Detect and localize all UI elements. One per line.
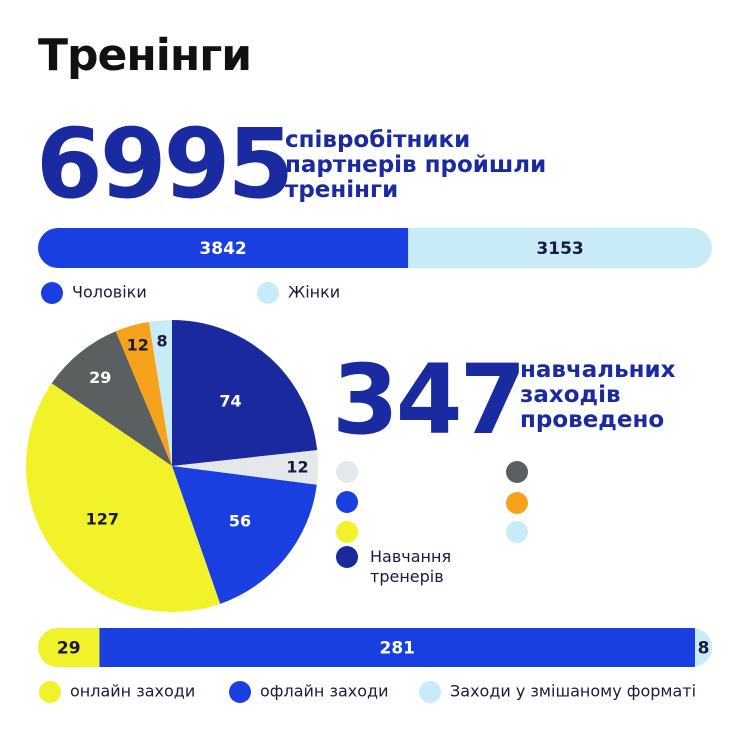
slice-label: 56 <box>229 512 251 531</box>
legend-marker <box>229 681 251 703</box>
bar-segment <box>695 628 712 667</box>
legend-marker <box>336 461 358 483</box>
pie-slice <box>26 383 221 612</box>
headline-number: 347 <box>332 344 526 456</box>
pie-slice <box>149 320 172 466</box>
headline-number: 6995 <box>36 108 294 220</box>
bar-segment <box>38 228 409 268</box>
legend-label-line: тренерів <box>370 567 444 586</box>
value-label: 281 <box>380 639 416 659</box>
legend-marker <box>506 461 528 483</box>
legend-label: онлайн заходи <box>70 682 195 701</box>
legend-marker <box>336 546 358 568</box>
pie-slice <box>172 466 317 604</box>
pie-slice <box>51 331 172 466</box>
slice-label: 8 <box>157 331 168 350</box>
legend-marker <box>336 491 358 513</box>
headline-label: співробітники партнерів пройшли тренінги <box>285 127 547 203</box>
slice-label: 29 <box>89 368 111 387</box>
legend-label: офлайн заходи <box>260 682 388 701</box>
legend-marker <box>336 521 358 543</box>
legend-marker <box>506 492 528 514</box>
legend-marker <box>39 681 61 703</box>
slice-label: 74 <box>219 391 241 410</box>
pie-slice <box>115 321 172 466</box>
bar-segment <box>99 628 696 667</box>
slice-label: 12 <box>127 336 149 355</box>
slice-label: 12 <box>286 458 308 477</box>
legend-marker <box>506 521 528 543</box>
value-label: 3842 <box>199 239 246 259</box>
legend-label-line: Навчання <box>370 547 451 566</box>
stacked-bar <box>38 228 712 268</box>
legend-marker <box>419 681 441 703</box>
legend-marker <box>257 282 279 304</box>
legend-label: Навчання тренерів <box>370 547 451 586</box>
value-label: 29 <box>57 639 81 659</box>
legend-label: Заходи у змішаному форматі <box>450 682 696 701</box>
pie-slice <box>172 450 319 485</box>
title: Тренінги <box>38 30 252 81</box>
bar-segment <box>38 628 100 667</box>
value-label: 8 <box>698 639 710 659</box>
legend-marker <box>41 282 63 304</box>
legend-label: Чоловіки <box>72 283 147 302</box>
stacked-bar <box>38 628 712 667</box>
legend-label: Жінки <box>288 283 340 302</box>
value-label: 3153 <box>536 239 583 259</box>
bar-segment <box>408 228 712 268</box>
pie-slice <box>172 320 318 466</box>
slice-label: 127 <box>86 510 119 529</box>
headline-label: навчальних заходів проведено <box>520 357 676 433</box>
